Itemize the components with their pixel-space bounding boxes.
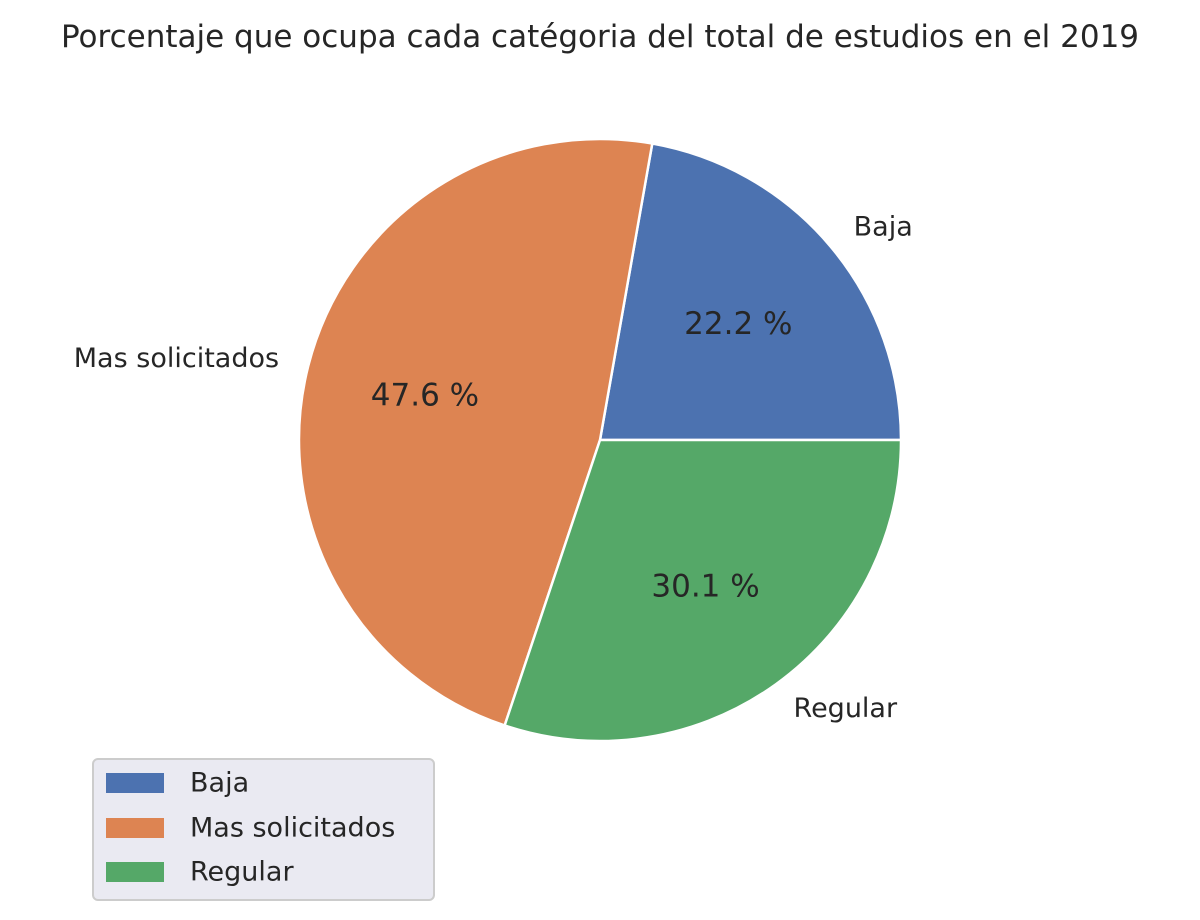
pie-slices — [297, 137, 903, 743]
slice-label-regular: Regular — [794, 693, 898, 724]
chart-title: Porcentaje que ocupa cada catégoria del … — [61, 19, 1139, 55]
pie-slice-regular — [503, 438, 903, 743]
legend-swatch-baja — [106, 773, 164, 793]
slice-labels: Baja 22.2 % Mas solicitados 47.6 % Regular 30… — [74, 212, 913, 724]
slice-percent-mas-solicitados: 47.6 % — [371, 378, 479, 414]
slice-label-mas-solicitados: Mas solicitados — [74, 343, 279, 374]
legend-box — [92, 758, 435, 901]
legend: Baja Mas solicitados Regular — [92, 758, 435, 901]
slice-label-baja: Baja — [854, 212, 913, 243]
pie-slice-baja — [598, 142, 903, 442]
legend-label-baja: Baja — [190, 768, 249, 799]
legend-label-mas-solicitados: Mas solicitados — [190, 813, 395, 844]
pie-slice-mas-solicitados — [297, 137, 654, 727]
legend-label-regular: Regular — [190, 857, 294, 888]
slice-percent-regular: 30.1 % — [651, 569, 759, 605]
legend-swatch-regular — [106, 862, 164, 882]
legend-swatch-mas-solicitados — [106, 818, 164, 838]
slice-percent-baja: 22.2 % — [684, 306, 792, 342]
